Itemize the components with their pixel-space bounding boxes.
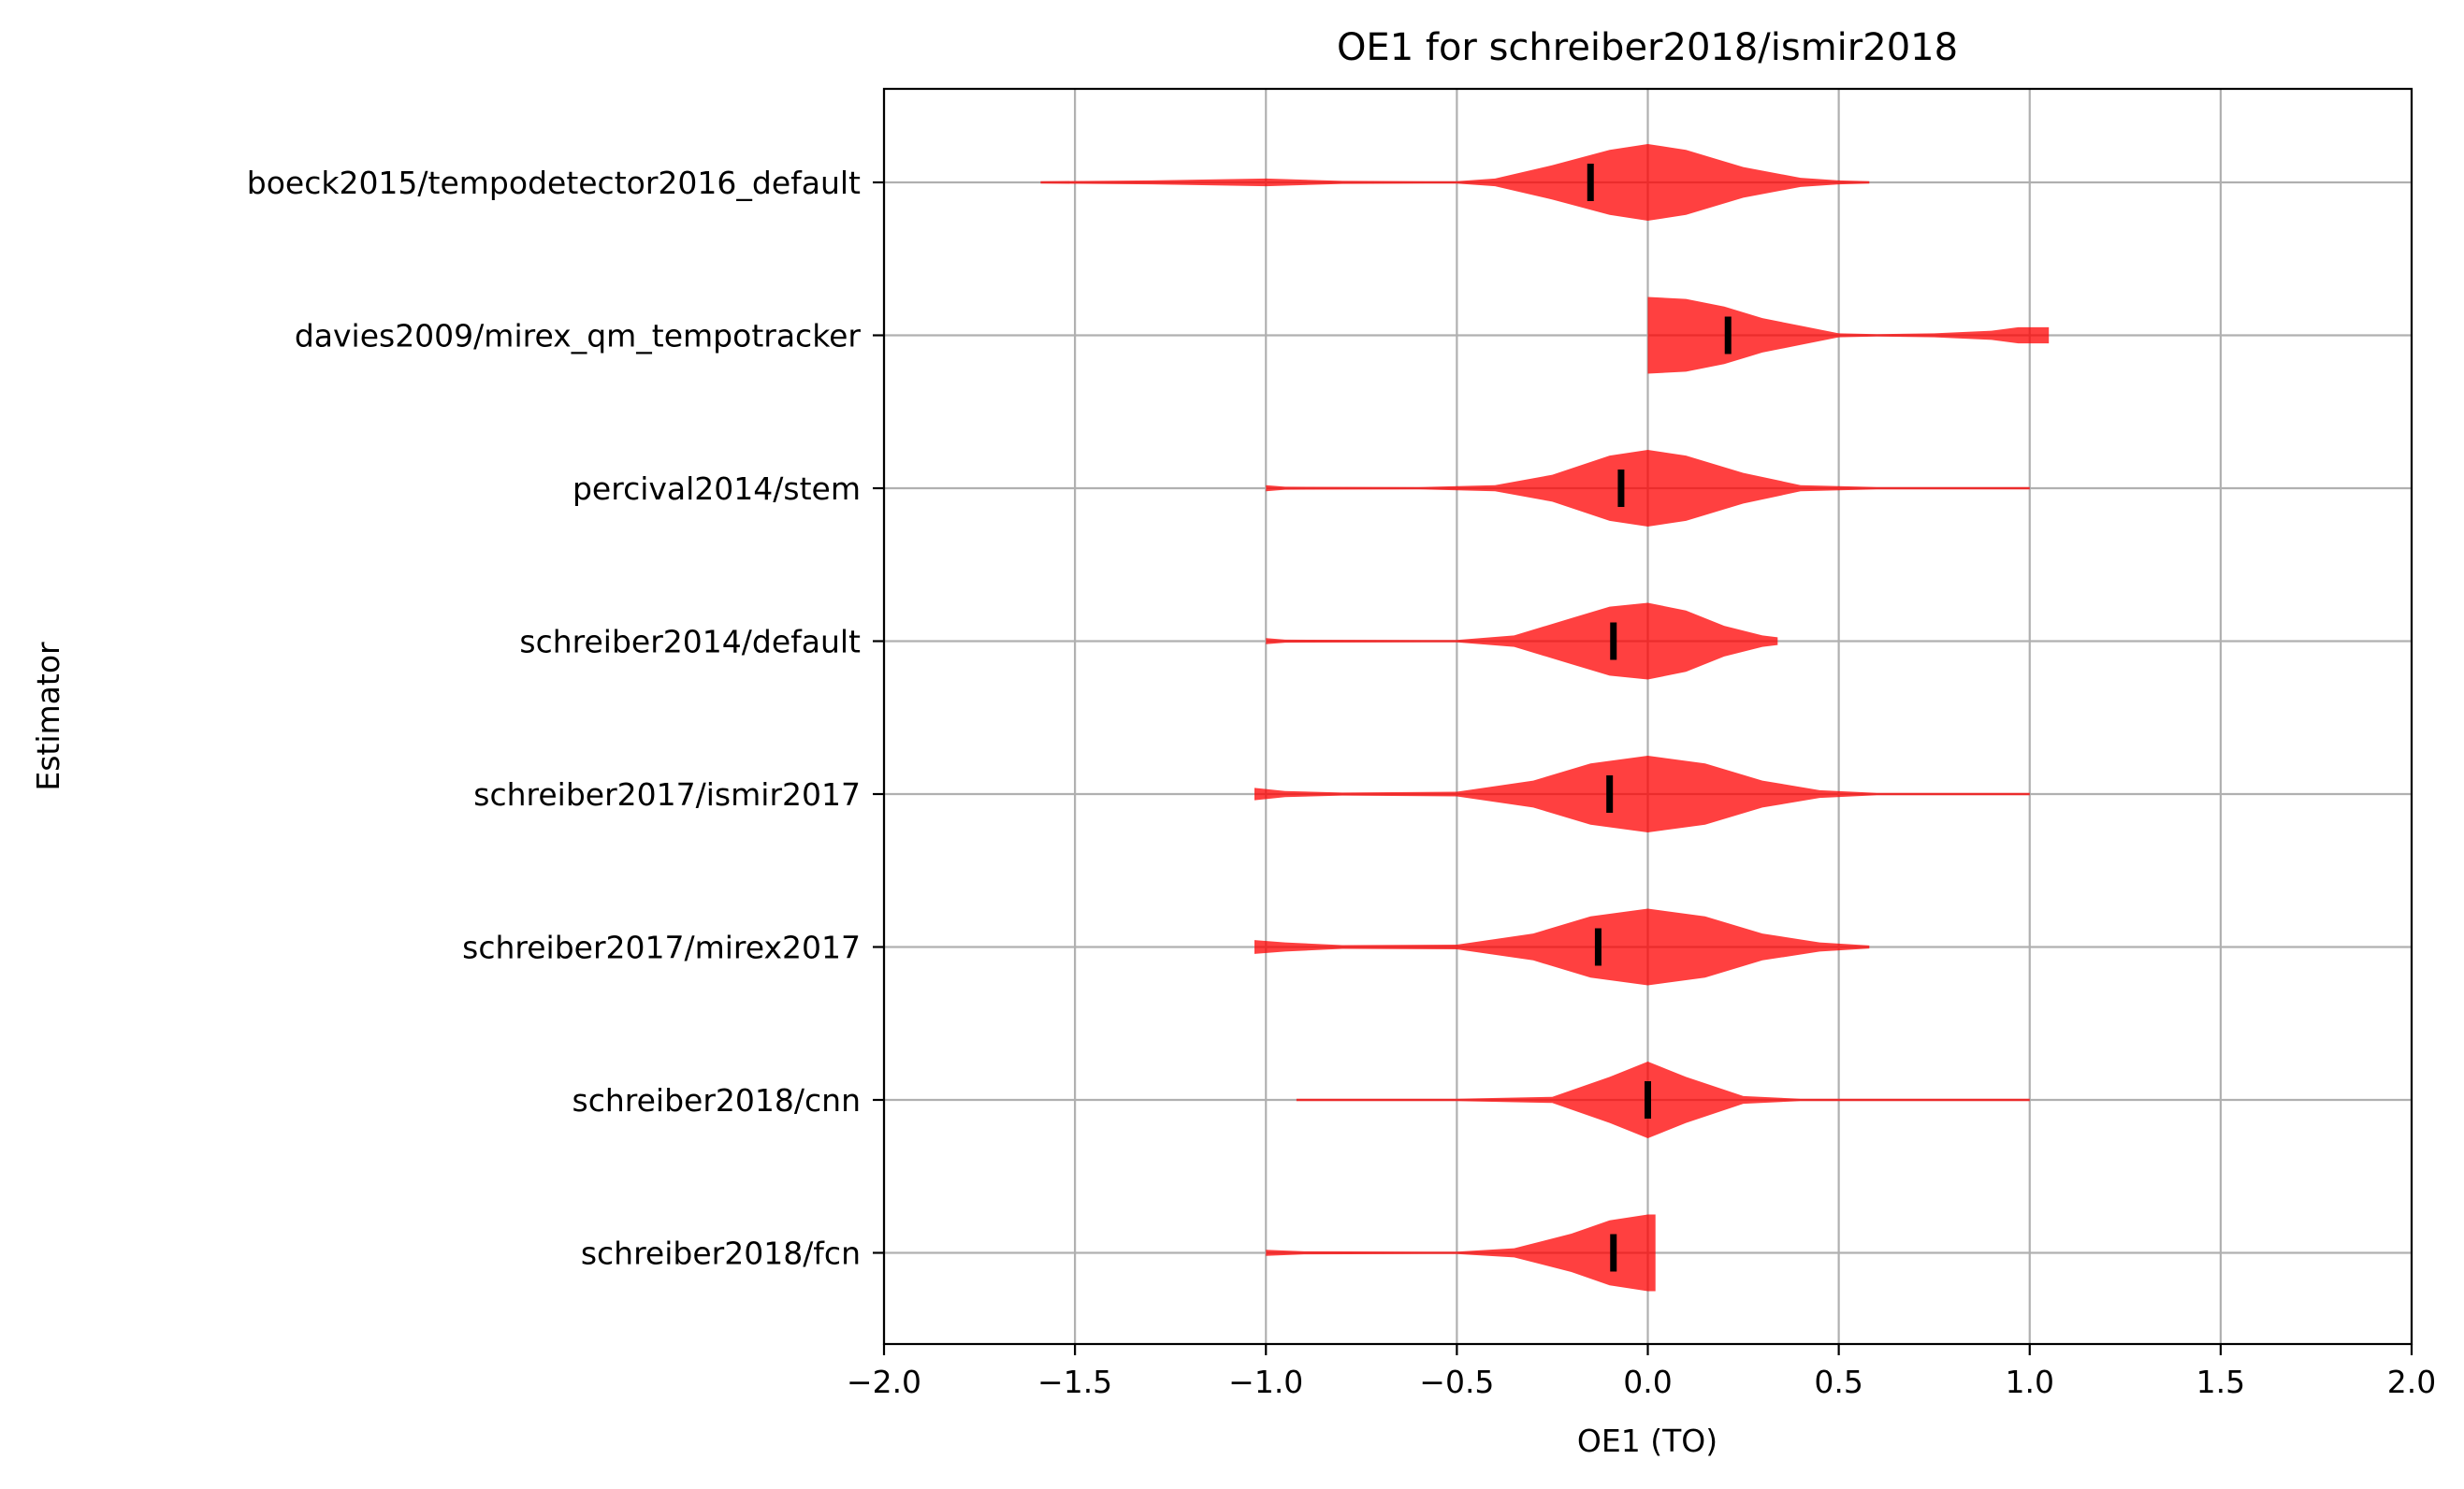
y-tick-label: davies2009/mirex_qm_tempotracker xyxy=(295,318,862,354)
x-tick-label: 0.5 xyxy=(1814,1364,1862,1400)
violin-body xyxy=(1266,1214,1656,1292)
grid xyxy=(882,89,2413,1344)
x-tick-label: −1.0 xyxy=(1228,1364,1303,1400)
y-tick-label: schreiber2014/default xyxy=(519,624,861,660)
y-tick-label: schreiber2017/ismir2017 xyxy=(473,776,861,813)
violin-body xyxy=(1296,1062,2030,1138)
y-axis-label: Estimator xyxy=(30,642,66,791)
medians xyxy=(1587,164,1732,1272)
x-tick-label: −1.5 xyxy=(1037,1364,1112,1400)
y-tick-label: schreiber2018/fcn xyxy=(581,1236,861,1272)
x-tick-label: 1.0 xyxy=(2006,1364,2054,1400)
violin-body xyxy=(1254,908,1870,986)
violin-body xyxy=(1040,144,1870,221)
violin-body xyxy=(1254,756,2030,832)
x-tick-label: 2.0 xyxy=(2387,1364,2436,1400)
x-tick-label: −2.0 xyxy=(847,1364,921,1400)
x-tick-label: 0.0 xyxy=(1623,1364,1672,1400)
violin-body xyxy=(1266,450,2030,527)
x-tick-label: −0.5 xyxy=(1419,1364,1494,1400)
x-axis-ticks: −2.0 −1.5 −1.0 −0.5 0.0 0.5 1.0 1.5 2.0 xyxy=(847,1344,2436,1400)
chart-title: OE1 for schreiber2018/ismir2018 xyxy=(1337,26,1958,69)
y-tick-label: boeck2015/tempodetector2016_default xyxy=(247,165,861,201)
violin-body xyxy=(1266,602,1778,680)
y-axis-ticks: boeck2015/tempodetector2016_defaultdavie… xyxy=(247,165,884,1272)
violins xyxy=(1040,144,2050,1292)
y-tick-label: percival2014/stem xyxy=(573,470,861,507)
x-tick-label: 1.5 xyxy=(2196,1364,2245,1400)
y-tick-label: schreiber2017/mirex2017 xyxy=(462,930,861,966)
y-tick-label: schreiber2018/cnn xyxy=(573,1082,861,1119)
violin-body xyxy=(1647,296,2050,374)
x-axis-label: OE1 (TO) xyxy=(1577,1423,1718,1459)
